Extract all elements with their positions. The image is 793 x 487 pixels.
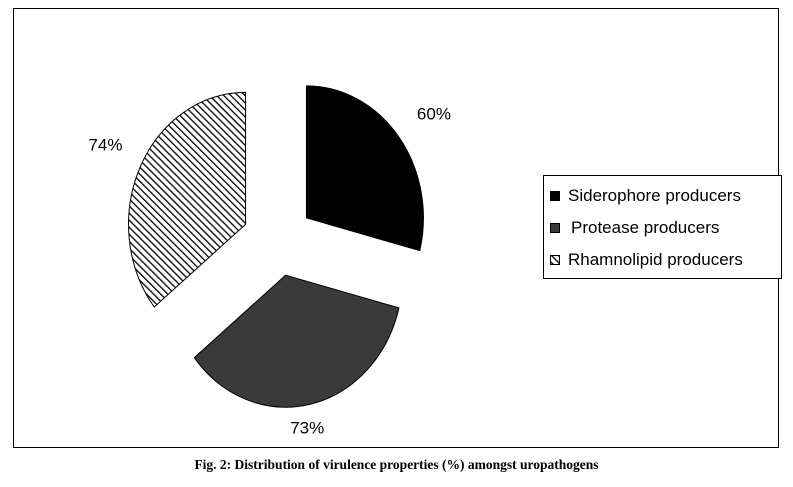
pie-slice-rhamnolipid xyxy=(128,91,247,308)
slice-label-rhamnolipid: 74% xyxy=(88,135,122,154)
legend-swatch-rhamnolipid xyxy=(550,255,560,265)
legend-swatch-siderophore xyxy=(550,191,560,201)
figure-caption: Fig. 2: Distribution of virulence proper… xyxy=(194,457,599,472)
legend-label-rhamnolipid: Rhamnolipid producers xyxy=(568,250,743,269)
slice-label-siderophore: 60% xyxy=(417,104,451,123)
pie-slice-siderophore xyxy=(305,85,424,252)
legend-item-siderophore: Siderophore producers xyxy=(550,183,741,209)
legend-label-protease: Protease producers xyxy=(571,218,720,237)
legend-swatch-protease xyxy=(550,223,560,233)
legend-item-rhamnolipid: Rhamnolipid producers xyxy=(550,247,743,273)
slice-label-protease: 73% xyxy=(290,419,324,438)
legend-label-siderophore: Siderophore producers xyxy=(568,186,741,205)
pie-slice-protease xyxy=(193,274,400,408)
chart-legend: Siderophore producers Protease producers… xyxy=(543,175,782,279)
legend-item-protease: Protease producers xyxy=(550,215,719,241)
